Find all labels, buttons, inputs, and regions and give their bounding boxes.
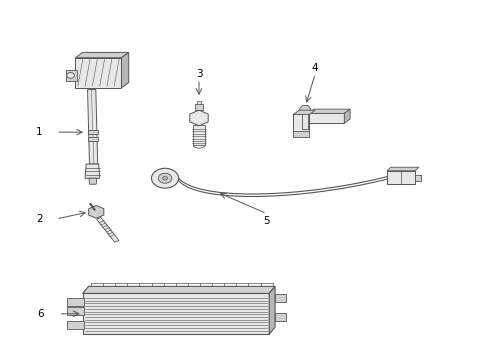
Bar — [88, 138, 98, 141]
Bar — [83, 293, 269, 334]
Polygon shape — [190, 110, 208, 126]
Text: 4: 4 — [312, 63, 318, 73]
Bar — [275, 294, 286, 302]
Circle shape — [158, 173, 172, 183]
Polygon shape — [89, 178, 97, 184]
Text: 5: 5 — [264, 216, 270, 226]
Bar — [66, 70, 77, 81]
Bar — [88, 130, 98, 134]
Bar — [67, 321, 84, 329]
Bar — [193, 125, 205, 145]
Polygon shape — [294, 110, 315, 114]
Circle shape — [67, 73, 74, 78]
Bar — [294, 114, 309, 132]
Polygon shape — [85, 164, 99, 178]
Bar — [308, 113, 344, 123]
Bar — [387, 171, 415, 184]
Polygon shape — [269, 286, 275, 334]
Text: 1: 1 — [36, 127, 43, 137]
Bar — [196, 101, 201, 104]
Polygon shape — [89, 206, 104, 218]
Polygon shape — [88, 90, 98, 164]
Polygon shape — [299, 105, 311, 113]
Bar — [75, 58, 122, 88]
Bar — [275, 313, 286, 321]
Circle shape — [151, 168, 179, 188]
Bar — [415, 175, 421, 181]
Polygon shape — [83, 286, 275, 293]
Polygon shape — [122, 53, 129, 88]
Circle shape — [163, 176, 168, 180]
Text: 3: 3 — [196, 69, 202, 79]
Bar — [302, 109, 308, 129]
Bar — [67, 307, 84, 315]
Text: 2: 2 — [36, 214, 43, 224]
Polygon shape — [97, 217, 119, 242]
Bar — [294, 131, 309, 138]
Polygon shape — [308, 109, 350, 113]
Polygon shape — [344, 109, 350, 123]
Bar — [195, 104, 203, 110]
Text: 6: 6 — [37, 309, 44, 319]
Polygon shape — [387, 167, 419, 171]
Polygon shape — [75, 53, 129, 58]
Bar — [67, 298, 84, 306]
